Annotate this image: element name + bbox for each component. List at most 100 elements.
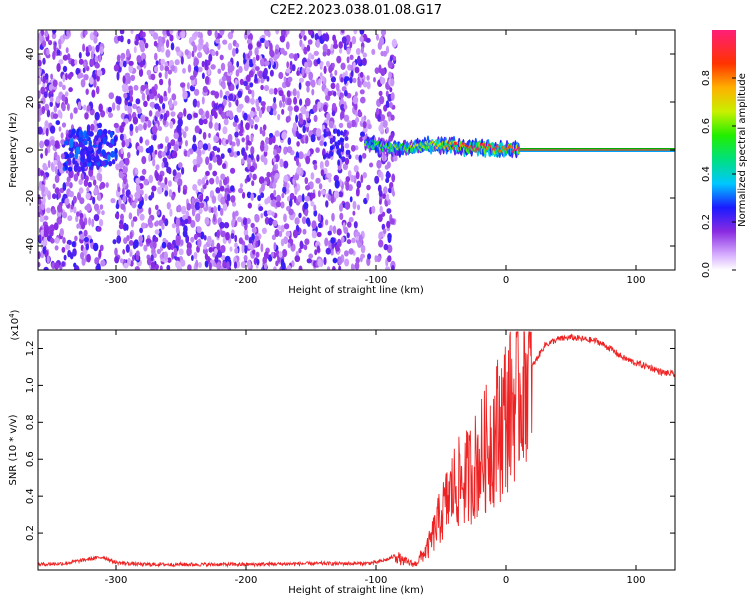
spectrogram-cell: [187, 82, 190, 90]
spectrogram-cell: [154, 52, 158, 61]
spectrogram-cell: [344, 201, 351, 210]
spectrogram-cell: [167, 257, 172, 264]
spectrogram-cell: [360, 174, 364, 184]
spectrogram-cell: [226, 193, 231, 202]
spectrogram-cell: [266, 105, 271, 113]
spectrogram-cell: [330, 82, 336, 90]
spectrogram-cell: [340, 77, 344, 83]
spectrogram-cell: [162, 103, 166, 110]
spectrogram-cell: [55, 120, 61, 126]
spectrogram-cell: [323, 256, 327, 266]
spectrogram-cell: [124, 157, 130, 166]
spectrogram-cell: [245, 145, 249, 151]
spectrogram-cell: [171, 223, 176, 229]
spectrogram-cell: [207, 235, 212, 245]
spectrogram-cell: [216, 242, 221, 251]
spectrogram-cell: [393, 154, 398, 162]
spectrogram-cell: [150, 73, 156, 81]
spectrogram-cell: [140, 222, 146, 229]
spectrogram-cell: [377, 214, 383, 223]
spectrogram-cell: [272, 157, 276, 163]
spectrogram-cell: [44, 139, 50, 147]
spectrogram-cell: [54, 140, 60, 149]
spectrogram-cell: [214, 248, 218, 255]
spectrogram-cell: [75, 215, 79, 223]
spectrogram-cell: [287, 242, 291, 249]
spectrogram-cell: [210, 207, 215, 214]
spectrogram-cell: [118, 171, 124, 179]
spectrogram-cell: [197, 51, 203, 59]
spectrogram-cell: [98, 144, 102, 152]
spectrogram-cell: [385, 45, 390, 54]
spectrogram-cell: [267, 209, 273, 216]
spectrogram-cell: [337, 238, 342, 247]
spectrogram-cell: [275, 30, 280, 35]
spectrogram-cell: [148, 154, 152, 162]
spectrogram-cell: [65, 181, 70, 187]
spectrogram-cell: [107, 106, 113, 113]
spectrogram-cell: [171, 251, 175, 260]
spectrogram-cell: [152, 158, 156, 167]
spectrogram-cell: [52, 193, 57, 200]
spectrogram-cell: [355, 48, 361, 55]
spectrogram-cell: [52, 113, 59, 119]
spectrogram-cell: [38, 115, 41, 122]
spectrogram-cell: [331, 62, 335, 69]
spectrogram-cell: [344, 143, 350, 149]
snr-line: [38, 331, 675, 569]
spectrogram-cell: [273, 266, 277, 270]
spectrogram-cell: [110, 198, 116, 204]
spectrogram-cell: [272, 164, 277, 172]
spectrogram-cell: [382, 50, 388, 57]
spectrogram-cell: [204, 59, 208, 68]
spectrogram-cell: [59, 264, 63, 270]
spectrogram-cell: [286, 183, 290, 189]
spectrogram-cell: [169, 208, 173, 217]
spectrogram-cell: [193, 70, 198, 78]
spectrogram-cell: [329, 150, 333, 157]
spectrogram-cell: [286, 30, 290, 35]
spectrogram-cell: [97, 193, 102, 202]
spectrogram-cell: [223, 118, 229, 126]
spectrogram-cell: [138, 68, 144, 77]
spectrogram-cell: [359, 30, 365, 35]
spectrogram-cell: [241, 158, 245, 165]
spectrogram-cell: [164, 190, 169, 197]
spectrogram-cell: [279, 100, 283, 108]
spectrogram-cell: [205, 179, 209, 186]
spectrogram-cell: [343, 42, 347, 51]
spectrogram-cell: [40, 153, 43, 159]
spectrogram-cell: [229, 111, 234, 120]
spectrogram-cell: [355, 111, 359, 117]
spectrogram-cell: [132, 216, 138, 222]
spectrogram-cell: [152, 134, 157, 141]
spectrogram-cell: [267, 30, 271, 38]
spectrogram-cell: [164, 177, 168, 185]
spectrogram-cell: [376, 33, 379, 41]
spectrogram-cell: [304, 177, 309, 185]
colorbar-gradient: [712, 30, 736, 270]
spectrogram-cell: [121, 83, 128, 90]
spectrogram-cell: [378, 64, 382, 74]
spectrogram-cell: [355, 116, 360, 123]
spectrogram-cell: [54, 166, 58, 175]
spectrogram-cell: [382, 193, 387, 200]
spectrogram-cell: [109, 130, 113, 139]
spectrogram-cell: [175, 237, 181, 247]
spectrogram-cell: [295, 114, 299, 124]
spectrogram-cell: [287, 196, 290, 202]
spectrogram-cell: [288, 198, 293, 208]
spectrogram-cell: [255, 54, 260, 61]
spectrogram-cell: [311, 88, 315, 96]
spectrogram-cell: [240, 119, 244, 128]
spectrogram-cell: [336, 228, 342, 236]
spectrogram-cell: [164, 145, 168, 153]
spectrogram-cell: [38, 199, 42, 205]
spectrogram-cell: [302, 228, 307, 235]
spectrogram-cell: [334, 179, 340, 189]
spectrogram-cell: [391, 38, 398, 48]
spectrogram-cell: [322, 154, 327, 160]
spectrogram-cell: [344, 90, 348, 97]
spectrogram-cell: [260, 57, 265, 67]
spectrogram-cell: [166, 264, 171, 270]
